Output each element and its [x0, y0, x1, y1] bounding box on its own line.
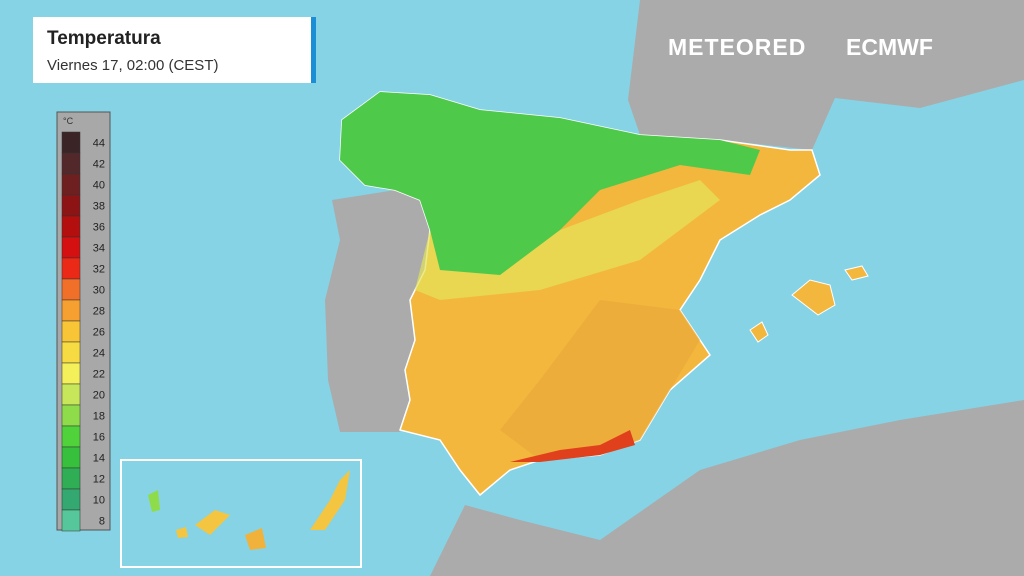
legend-label: 26: [93, 327, 105, 339]
legend-label: 30: [93, 285, 105, 297]
legend-swatch: [61, 446, 81, 469]
canary-island: [245, 528, 266, 550]
title: Temperatura: [47, 28, 161, 49]
canary-island: [310, 470, 350, 530]
legend-label: 22: [93, 369, 105, 381]
legend-label: 28: [93, 306, 105, 318]
cool-north: [340, 92, 760, 275]
canary-island: [176, 527, 188, 538]
legend-label: 34: [93, 243, 105, 255]
legend-swatch: [61, 383, 81, 406]
legend-swatch: [61, 215, 81, 238]
ibiza: [749, 321, 769, 343]
legend-swatch: [61, 488, 81, 511]
legend-label: 8: [99, 516, 105, 528]
legend-label: 42: [93, 159, 105, 171]
legend-unit: °C: [63, 116, 74, 126]
legend-swatch: [61, 467, 81, 490]
legend-label: 20: [93, 390, 105, 402]
legend-label: 10: [93, 495, 105, 507]
hot-coast: [510, 430, 635, 462]
legend-label: 16: [93, 432, 105, 444]
legend-swatch: [61, 173, 81, 196]
legend-swatch: [61, 425, 81, 448]
canary-island: [195, 510, 230, 535]
warm-band: [500, 300, 700, 460]
legend-label: 36: [93, 222, 105, 234]
legend-swatch: [61, 278, 81, 301]
legend-swatch: [61, 362, 81, 385]
legend-label: 14: [93, 453, 105, 465]
menorca: [844, 265, 869, 281]
legend-label: 12: [93, 474, 105, 486]
legend-swatch: [61, 194, 81, 217]
logo: ECMWF: [846, 34, 933, 60]
legend-swatch: [61, 341, 81, 364]
legend-swatch: [61, 236, 81, 259]
subtitle: Viernes 17, 02:00 (CEST): [47, 57, 219, 74]
legend-label: 40: [93, 180, 105, 192]
canary-island: [148, 490, 160, 512]
canary-inset: [120, 459, 362, 568]
legend-label: 38: [93, 201, 105, 213]
legend-label: 18: [93, 411, 105, 423]
legend-swatch: [61, 320, 81, 343]
africa-land: [430, 400, 1024, 576]
legend-swatch: [61, 509, 81, 532]
legend-swatch: [61, 257, 81, 280]
logo: METEORED: [668, 34, 807, 60]
legend-label: 32: [93, 264, 105, 276]
legend-swatch: [61, 299, 81, 322]
legend-swatch: [61, 404, 81, 427]
mallorca: [791, 279, 836, 316]
france-land: [628, 0, 1024, 150]
legend-swatch: [61, 152, 81, 175]
legend-label: 44: [93, 138, 105, 150]
legend-swatch: [61, 131, 81, 154]
title-box: Temperatura Viernes 17, 02:00 (CEST): [33, 17, 316, 83]
portugal-land: [325, 190, 430, 432]
legend-label: 24: [93, 348, 105, 360]
